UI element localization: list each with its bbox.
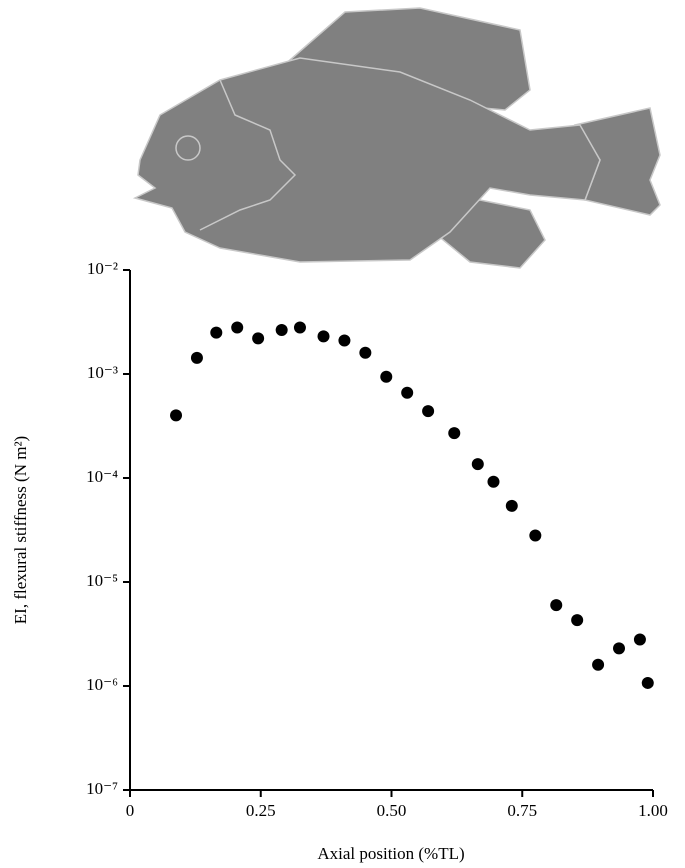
x-tick-label: 0.75 [507, 801, 537, 820]
data-point [380, 371, 392, 383]
data-point [359, 347, 371, 359]
x-axis-title: Axial position (%TL) [317, 844, 464, 863]
data-point [276, 324, 288, 336]
data-point [529, 529, 541, 541]
y-tick-label: 10⁻⁶ [86, 675, 118, 694]
data-point [487, 476, 499, 488]
figure: EI, flexural stiffness (N m²) Axial posi… [0, 0, 685, 868]
x-tick-label: 0.25 [246, 801, 276, 820]
data-point [592, 659, 604, 671]
data-point [634, 633, 646, 645]
data-point [318, 330, 330, 342]
data-point [191, 352, 203, 364]
y-tick-label: 10⁻⁴ [86, 467, 118, 486]
data-point [571, 614, 583, 626]
data-point [422, 405, 434, 417]
data-point [448, 427, 460, 439]
x-tick-label: 0 [126, 801, 135, 820]
data-point [338, 334, 350, 346]
x-tick-label: 1.00 [638, 801, 668, 820]
data-point [231, 321, 243, 333]
data-point [401, 387, 413, 399]
y-tick-label: 10⁻² [87, 259, 118, 278]
data-point [472, 458, 484, 470]
y-tick-label: 10⁻⁵ [86, 571, 118, 590]
data-point [252, 332, 264, 344]
data-point [642, 677, 654, 689]
fish-illustration [135, 8, 660, 268]
data-point [550, 599, 562, 611]
x-tick-label: 0.50 [377, 801, 407, 820]
y-tick-label: 10⁻⁷ [86, 779, 118, 798]
data-point [170, 409, 182, 421]
data-point [210, 327, 222, 339]
y-tick-label: 10⁻³ [87, 363, 118, 382]
data-point [294, 321, 306, 333]
data-point [613, 642, 625, 654]
data-point [506, 500, 518, 512]
y-axis-title: EI, flexural stiffness (N m²) [11, 436, 30, 624]
